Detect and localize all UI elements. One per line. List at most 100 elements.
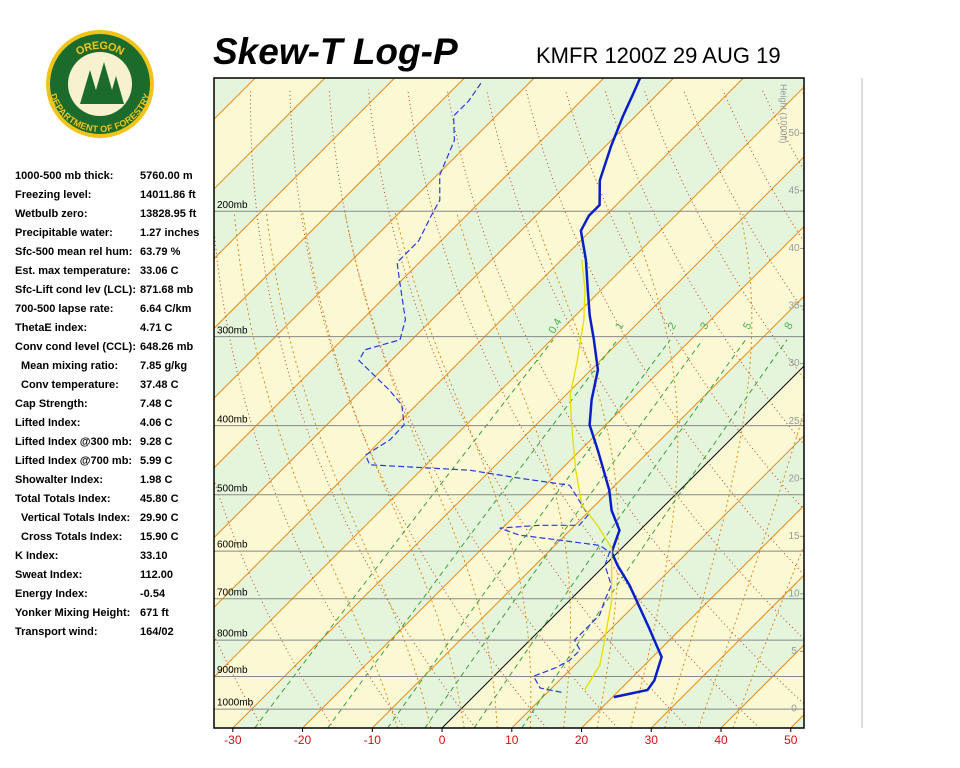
logo: OREGON DEPARTMENT OF FORESTRY xyxy=(46,30,154,138)
index-value: 9.28 C xyxy=(140,436,172,448)
y-tick-label: 200mb xyxy=(217,200,248,211)
index-label: Yonker Mixing Height: xyxy=(15,607,130,619)
index-label: Precipitable water: xyxy=(15,227,113,239)
index-value: -0.54 xyxy=(140,588,166,600)
index-label: Mean mixing ratio: xyxy=(21,360,118,372)
y2-tick-label: 35 xyxy=(788,301,800,312)
indices: 1000-500 mb thick: 5760.00 m Freezing leve… xyxy=(15,170,199,638)
y2-tick-label: 30 xyxy=(788,358,800,369)
y-tick-label: 400mb xyxy=(217,414,248,425)
isotherm xyxy=(860,78,960,728)
y2-axis-title: Height (1000ft) xyxy=(779,84,789,144)
index-label: Sfc-Lift cond lev (LCL): xyxy=(15,284,136,296)
temperature-band xyxy=(930,78,960,728)
index-label: Est. max temperature: xyxy=(15,265,131,277)
x-tick-label: 10 xyxy=(505,733,519,747)
mixing-ratio-line xyxy=(387,339,671,728)
y-tick-label: 800mb xyxy=(217,629,248,640)
index-label: Conv cond level (CCL): xyxy=(15,341,136,353)
profile-line xyxy=(579,78,663,699)
index-label: Lifted Index @300 mb: xyxy=(15,436,132,448)
isotherm xyxy=(214,78,396,260)
isotherm xyxy=(214,78,535,399)
index-value: 14011.86 ft xyxy=(140,189,196,201)
index-label: Lifted Index @700 mb: xyxy=(15,455,132,467)
index-label: Cap Strength: xyxy=(15,398,88,410)
isotherm xyxy=(790,714,804,728)
index-label: Energy Index: xyxy=(15,588,88,600)
x-tick-label: 40 xyxy=(714,733,728,747)
isotherm xyxy=(214,78,605,469)
x-tick-label: -20 xyxy=(294,733,312,747)
index-value: 6.64 C/km xyxy=(140,303,192,315)
moist-adiabat xyxy=(627,211,679,728)
isotherm xyxy=(214,78,326,190)
y2-tick-label: 50 xyxy=(788,128,800,139)
x-tick-label: -10 xyxy=(364,733,382,747)
index-value: 33.10 xyxy=(140,550,168,562)
index-value: 5760.00 m xyxy=(140,170,193,182)
mixing-ratio-label: 5 xyxy=(741,320,754,331)
index-label: Showalter Index: xyxy=(15,474,103,486)
isotherm xyxy=(302,225,804,728)
chart-subtitle: KMFR 1200Z 29 AUG 19 xyxy=(536,43,781,68)
index-label: Cross Totals Index: xyxy=(21,531,122,543)
dry-adiabat xyxy=(920,90,960,728)
index-label: ThetaE index: xyxy=(15,322,87,334)
logo-text: OREGON xyxy=(74,40,126,58)
dry-adiabat xyxy=(800,89,804,96)
index-label: Wetbulb zero: xyxy=(15,208,88,220)
mixing-ratio-label: 2 xyxy=(666,320,679,331)
mixing-ratio-line xyxy=(521,339,788,728)
dry-adiabat xyxy=(604,89,804,446)
y-tick-label: 700mb xyxy=(217,587,248,598)
plot-frame xyxy=(213,77,805,729)
dry-adiabat xyxy=(643,89,804,380)
mixing-ratio-line xyxy=(254,339,554,728)
x-tick-label: 50 xyxy=(784,733,798,747)
index-label: Vertical Totals Index: xyxy=(21,512,130,524)
isotherm xyxy=(214,78,465,330)
index-value: 15.90 C xyxy=(140,531,179,543)
index-value: 112.00 xyxy=(140,569,173,581)
x-tick-label: 30 xyxy=(645,733,659,747)
y2-tick-label: 45 xyxy=(788,185,800,196)
moist-adiabat xyxy=(302,211,465,728)
isotherm xyxy=(650,574,804,728)
mixing-ratio-line xyxy=(424,339,704,728)
dry-adiabat xyxy=(841,90,960,728)
index-label: K Index: xyxy=(15,550,58,562)
index-label: Total Totals Index: xyxy=(15,493,111,505)
y-tick-label: 900mb xyxy=(217,665,248,676)
mixing-ratio-label: 1 xyxy=(613,320,626,331)
index-label: Transport wind: xyxy=(15,626,98,638)
index-label: 700-500 lapse rate: xyxy=(15,303,113,315)
index-value: 37.48 C xyxy=(140,379,179,391)
index-label: Sweat Index: xyxy=(15,569,82,581)
temperature-band xyxy=(214,87,804,728)
y-tick-label: 1000mb xyxy=(217,698,254,709)
y-tick-label: 300mb xyxy=(217,325,248,336)
moist-adiabat xyxy=(664,211,753,728)
y2-tick-label: 25 xyxy=(788,416,800,427)
logo-top: OREGON xyxy=(74,40,126,58)
mixing-ratio-label: 3 xyxy=(698,320,711,331)
index-value: 871.68 mb xyxy=(140,284,193,296)
temperature-band xyxy=(214,78,804,678)
isotherm xyxy=(930,78,960,728)
temperature-band xyxy=(790,714,804,728)
y2-tick-label: 0 xyxy=(791,704,797,715)
index-value: 63.79 % xyxy=(140,246,181,258)
index-label: Lifted Index: xyxy=(15,417,80,429)
index-value: 13828.95 ft xyxy=(140,208,197,220)
chart-title: Skew-T Log-P xyxy=(213,31,458,72)
index-label: Freezing level: xyxy=(15,189,91,201)
y2-tick-label: 5 xyxy=(791,646,797,657)
y2-tick-label: 15 xyxy=(788,531,800,542)
index-value: 164/02 xyxy=(140,626,174,638)
mixing-ratio-line xyxy=(327,339,618,728)
isotherm xyxy=(371,295,804,728)
index-value: 1.27 inches xyxy=(140,227,199,239)
moist-adiabat xyxy=(344,211,498,728)
